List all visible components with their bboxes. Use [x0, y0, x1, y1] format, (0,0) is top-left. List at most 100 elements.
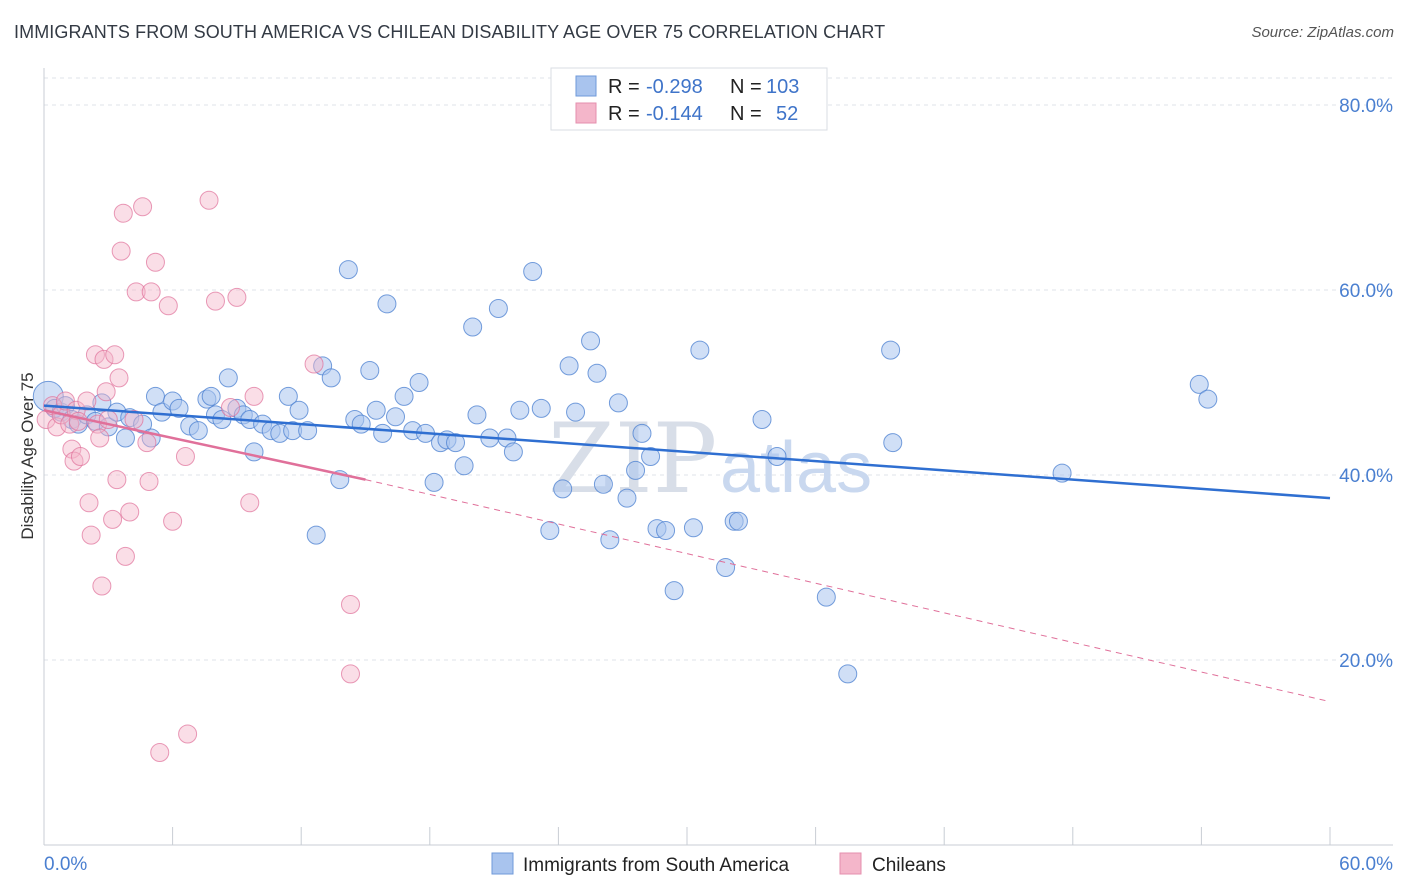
data-point-chileans: [304, 354, 324, 374]
data-point-immigrants: [632, 423, 652, 443]
axes: [43, 68, 1393, 846]
data-point-immigrants: [338, 260, 358, 280]
data-point-immigrants: [608, 393, 628, 413]
data-point-chileans: [133, 197, 153, 217]
data-point-immigrants: [540, 521, 560, 540]
data-point-immigrants: [728, 511, 748, 531]
legend-swatch-blue: [575, 75, 597, 97]
data-point-chileans: [79, 493, 99, 513]
data-point-chileans: [145, 252, 165, 272]
data-point-immigrants: [656, 521, 676, 540]
y-axis-title: Disability Age Over 75: [18, 372, 37, 539]
data-point-immigrants: [424, 472, 444, 492]
data-point-chileans: [81, 525, 101, 545]
data-point-chileans: [178, 724, 198, 744]
data-point-chileans: [92, 576, 112, 596]
data-point-immigrants: [321, 368, 341, 388]
y-tick-label: 20.0%: [1339, 651, 1393, 672]
legend-box: R = -0.298 N = 103 R = -0.144 N = 52: [550, 67, 828, 131]
data-point-immigrants: [752, 410, 772, 429]
data-point-immigrants: [377, 294, 397, 314]
data-point-immigrants: [289, 400, 309, 420]
data-point-immigrants: [716, 558, 736, 577]
zipatlas-watermark: ZIP atlas: [548, 403, 872, 515]
bottom-legend: Immigrants from South America Chileans: [491, 852, 946, 876]
data-point-immigrants: [566, 402, 586, 422]
data-point-chileans: [85, 345, 105, 365]
data-point-chileans: [109, 368, 129, 388]
data-point-immigrants: [531, 398, 551, 418]
data-point-chileans: [77, 391, 97, 411]
data-point-immigrants: [366, 400, 386, 420]
data-point-immigrants: [467, 405, 487, 425]
data-point-chileans: [227, 287, 247, 307]
data-point-immigrants: [454, 456, 474, 476]
y-tick-label: 40.0%: [1339, 466, 1393, 487]
data-point-chileans: [199, 190, 219, 210]
data-point-immigrants: [169, 398, 189, 418]
bottom-legend-label-pink: Chileans: [872, 855, 946, 876]
data-point-immigrants: [559, 356, 579, 376]
legend-swatch-pink: [575, 102, 597, 124]
data-point-immigrants: [188, 421, 208, 441]
data-point-immigrants: [278, 386, 298, 406]
data-point-immigrants: [386, 407, 406, 427]
x-tick-label-end: 60.0%: [1339, 854, 1393, 875]
data-point-chileans: [340, 664, 360, 684]
data-point-chileans: [90, 428, 110, 448]
source-label: Source: ZipAtlas.com: [1251, 24, 1394, 41]
data-point-immigrants: [503, 442, 523, 462]
data-point-immigrants: [446, 433, 466, 453]
x-tick-labels: 0.0% 60.0%: [44, 854, 1393, 875]
data-point-immigrants: [394, 386, 414, 406]
data-point-chileans: [126, 282, 146, 302]
data-point-chileans: [240, 493, 260, 513]
data-point-chileans: [220, 397, 240, 417]
data-point-chileans: [96, 382, 116, 402]
data-point-chileans: [205, 291, 225, 311]
trend-line-immigrants: [43, 404, 1331, 500]
data-point-immigrants: [664, 581, 684, 601]
series-chileans-points: [36, 190, 360, 762]
data-point-chileans: [175, 447, 195, 466]
data-point-immigrants: [838, 664, 858, 684]
data-point-immigrants: [683, 518, 703, 538]
data-point-immigrants: [553, 479, 573, 499]
trend-line-chileans: [43, 409, 366, 481]
data-point-chileans: [94, 349, 114, 369]
legend-n-value-blue: 103: [766, 76, 799, 98]
data-point-chileans: [120, 502, 140, 522]
data-point-immigrants: [816, 587, 836, 607]
data-point-chileans: [113, 203, 133, 223]
data-point-immigrants: [133, 414, 153, 434]
data-point-immigrants: [690, 340, 710, 360]
data-point-immigrants: [626, 460, 646, 480]
data-point-chileans: [163, 511, 183, 531]
data-point-immigrants: [1189, 374, 1209, 394]
legend-r-label: R =: [608, 103, 640, 125]
data-point-immigrants: [409, 373, 429, 392]
data-point-immigrants: [510, 400, 530, 420]
x-tick-label-start: 0.0%: [44, 854, 87, 875]
series-immigrants-points: [32, 260, 1218, 684]
legend-r-value-pink: -0.144: [646, 103, 703, 125]
legend-n-label: N =: [730, 103, 762, 125]
data-point-chileans: [70, 447, 90, 466]
data-point-chileans: [139, 471, 159, 491]
data-point-immigrants: [767, 447, 787, 466]
data-point-immigrants: [115, 428, 135, 448]
watermark-atlas: atlas: [720, 428, 872, 508]
data-point-immigrants: [351, 414, 371, 434]
bottom-legend-swatch-pink: [839, 852, 862, 875]
legend-n-label: N =: [730, 76, 762, 98]
data-point-immigrants: [306, 525, 326, 545]
legend-r-label: R =: [608, 76, 640, 98]
data-point-immigrants: [600, 530, 620, 550]
data-point-chileans: [137, 433, 157, 453]
data-point-immigrants: [92, 393, 112, 413]
data-point-immigrants: [587, 363, 607, 383]
data-point-immigrants: [373, 423, 393, 443]
bottom-legend-swatch-blue: [491, 852, 514, 875]
data-point-immigrants: [201, 386, 221, 406]
